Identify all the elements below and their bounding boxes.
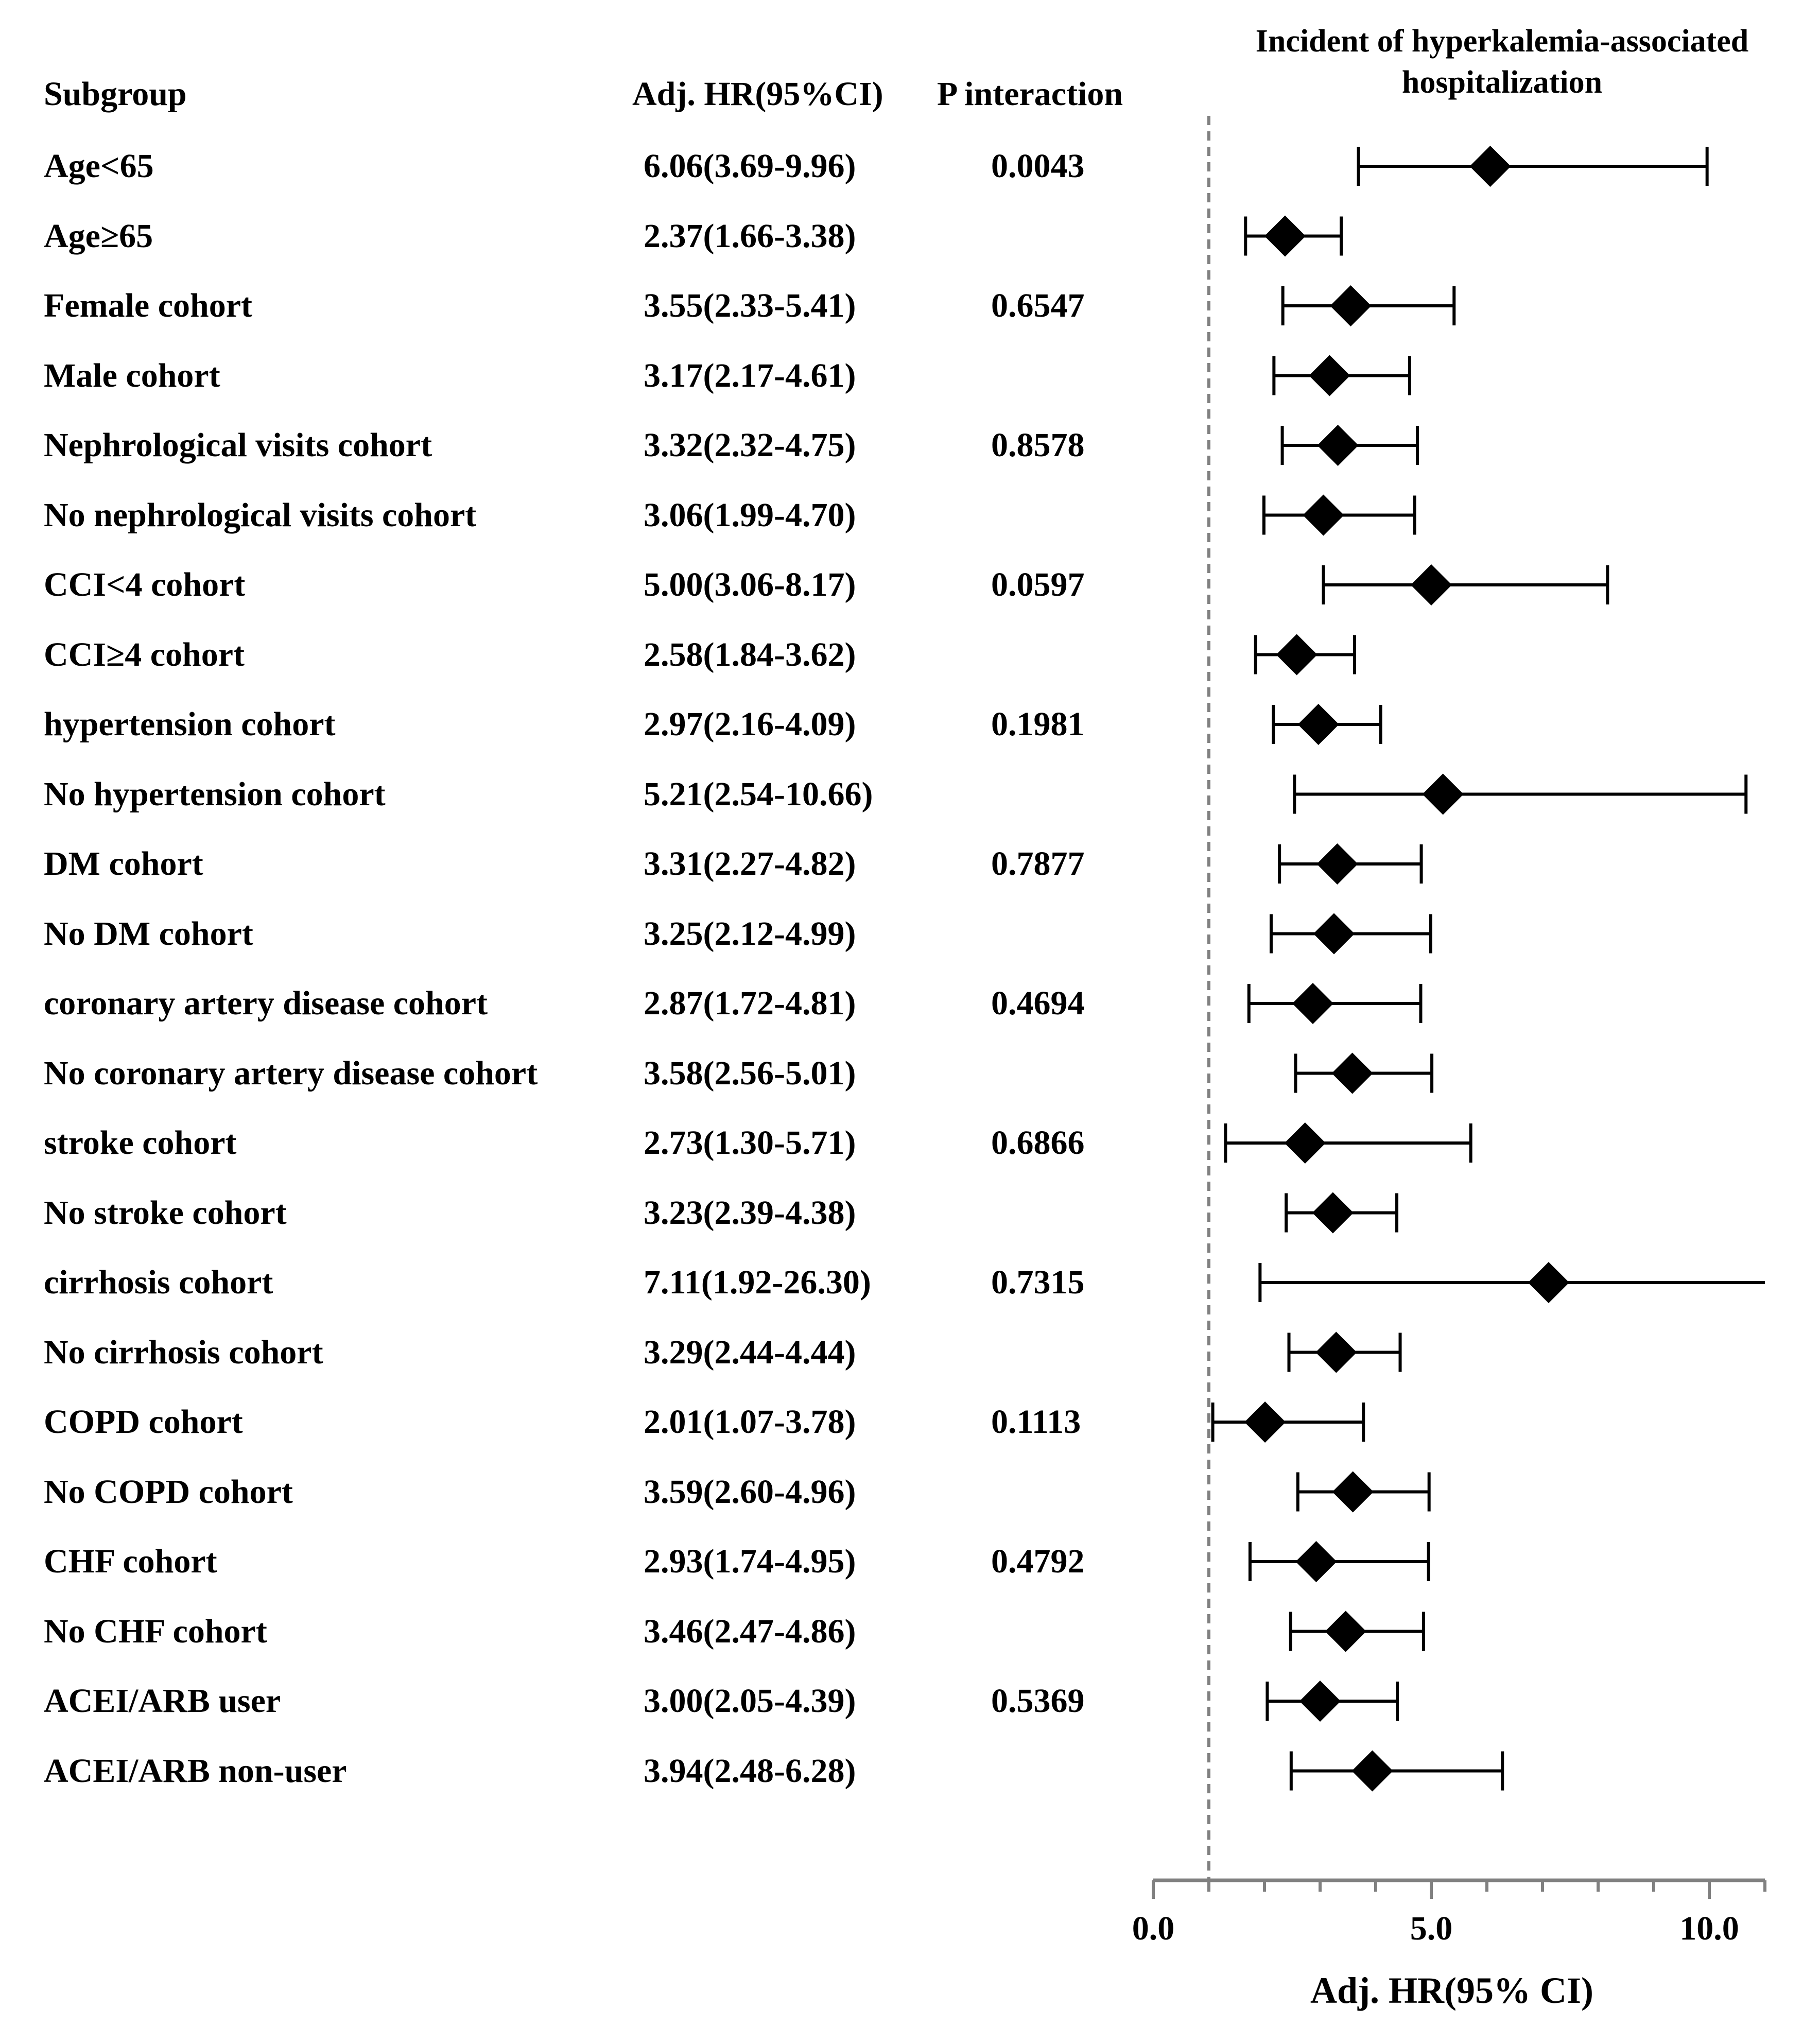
p-interaction-value: 0.4792 [991, 1543, 1085, 1580]
p-interaction-value: 0.6547 [991, 287, 1085, 324]
subgroup-label: cirrhosis cohort [44, 1264, 273, 1301]
hr-point-marker [1295, 1541, 1337, 1582]
hr-value: 2.01(1.07-3.78) [644, 1403, 856, 1441]
hr-point-marker [1299, 1681, 1341, 1722]
p-interaction-value: 0.0597 [991, 566, 1085, 603]
hr-point-marker [1313, 913, 1355, 955]
hr-point-marker [1309, 355, 1350, 396]
subgroup-label: coronary artery disease cohort [44, 984, 488, 1022]
hr-value: 2.87(1.72-4.81) [644, 984, 856, 1022]
hr-value: 3.46(2.47-4.86) [644, 1612, 856, 1650]
hr-point-marker [1317, 425, 1359, 466]
hr-value: 5.00(3.06-8.17) [644, 566, 856, 603]
hr-value: 2.97(2.16-4.09) [644, 705, 856, 743]
hr-value: 2.58(1.84-3.62) [644, 635, 856, 673]
subgroup-label: CCI≥4 cohort [44, 635, 245, 673]
subgroup-label: No CHF cohort [44, 1612, 267, 1650]
subgroup-label: hypertension cohort [44, 705, 336, 743]
subgroup-label: stroke cohort [44, 1124, 237, 1162]
p-interaction-value: 0.1113 [991, 1403, 1081, 1441]
hr-point-marker [1411, 564, 1452, 605]
hr-value: 3.29(2.44-4.44) [644, 1333, 856, 1371]
subgroup-label: Male cohort [44, 356, 220, 394]
hr-value: 2.93(1.74-4.95) [644, 1543, 856, 1580]
hr-point-marker [1351, 1750, 1393, 1792]
chart-title: Incident of hyperkalemia-associated hosp… [1255, 24, 1749, 100]
hr-point-marker [1331, 1052, 1373, 1094]
subgroup-label: No cirrhosis cohort [44, 1333, 323, 1371]
hr-value: 3.17(2.17-4.61) [644, 356, 856, 394]
x-tick-label: 10.0 [1679, 1910, 1739, 1947]
hr-value: 3.32(2.32-4.75) [644, 426, 856, 464]
subgroup-label: No hypertension cohort [44, 775, 386, 813]
subgroup-label: No nephrological visits cohort [44, 496, 477, 534]
subgroup-label: No COPD cohort [44, 1473, 293, 1511]
p-interaction-header: P interaction [937, 75, 1123, 113]
hr-value: 2.73(1.30-5.71) [644, 1124, 856, 1162]
x-axis-label: Adj. HR(95% CI) [1310, 1970, 1593, 2011]
hr-point-marker [1284, 1122, 1326, 1164]
p-interaction-value: 0.5369 [991, 1682, 1085, 1720]
p-interaction-value: 0.7877 [991, 845, 1085, 882]
hr-value: 3.00(2.05-4.39) [644, 1682, 856, 1720]
hr-value: 3.06(1.99-4.70) [644, 496, 856, 534]
hr-value: 3.58(2.56-5.01) [644, 1054, 856, 1092]
subgroup-label: No DM cohort [44, 914, 253, 953]
hr-value: 2.37(1.66-3.38) [644, 217, 856, 255]
hr-value: 7.11(1.92-26.30) [644, 1264, 871, 1301]
hr-point-marker [1330, 285, 1372, 326]
hr-point-marker [1244, 1401, 1286, 1443]
hr-point-marker [1325, 1611, 1366, 1652]
x-tick-label: 0.0 [1132, 1910, 1175, 1947]
hr-point-marker [1469, 146, 1511, 187]
subgroup-label: COPD cohort [44, 1403, 243, 1441]
hr-header: Adj. HR(95%CI) [632, 75, 883, 113]
x-tick-label: 5.0 [1410, 1910, 1453, 1947]
subgroup-label: CCI<4 cohort [44, 566, 246, 603]
hr-point-marker [1528, 1262, 1569, 1303]
hr-point-marker [1312, 1192, 1354, 1234]
hr-point-marker [1332, 1471, 1374, 1513]
subgroup-label: CHF cohort [44, 1543, 217, 1580]
hr-point-marker [1292, 983, 1333, 1024]
subgroup-label: Age≥65 [44, 217, 153, 255]
p-interaction-value: 0.8578 [991, 426, 1085, 464]
subgroup-label: ACEI/ARB user [44, 1682, 281, 1720]
p-interaction-value: 0.0043 [991, 147, 1085, 185]
hr-value: 3.94(2.48-6.28) [644, 1752, 856, 1790]
hr-value: 3.23(2.39-4.38) [644, 1193, 856, 1232]
subgroup-label: Nephrological visits cohort [44, 426, 432, 464]
hr-value: 5.21(2.54-10.66) [644, 775, 873, 813]
hr-point-marker [1315, 1331, 1357, 1373]
subgroup-header: Subgroup [44, 75, 187, 113]
hr-point-marker [1422, 773, 1464, 815]
subgroup-label: No coronary artery disease cohort [44, 1054, 538, 1092]
hr-value: 3.55(2.33-5.41) [644, 287, 856, 324]
subgroup-label: DM cohort [44, 845, 203, 882]
hr-value: 3.31(2.27-4.82) [644, 845, 856, 882]
subgroup-label: Female cohort [44, 287, 252, 324]
subgroup-label: No stroke cohort [44, 1193, 287, 1232]
hr-value: 6.06(3.69-9.96) [644, 147, 856, 185]
p-interaction-value: 0.1981 [991, 705, 1085, 743]
hr-value: 3.59(2.60-4.96) [644, 1473, 856, 1511]
hr-value: 3.25(2.12-4.99) [644, 914, 856, 953]
p-interaction-value: 0.6866 [991, 1124, 1085, 1162]
subgroup-label: ACEI/ARB non-user [44, 1752, 347, 1790]
hr-point-marker [1303, 494, 1344, 536]
hr-point-marker [1297, 704, 1339, 745]
subgroup-label: Age<65 [44, 147, 154, 185]
hr-point-marker [1276, 634, 1318, 676]
p-interaction-value: 0.4694 [991, 984, 1085, 1022]
hr-point-marker [1316, 843, 1358, 885]
p-interaction-value: 0.7315 [991, 1264, 1085, 1301]
hr-point-marker [1264, 215, 1306, 257]
